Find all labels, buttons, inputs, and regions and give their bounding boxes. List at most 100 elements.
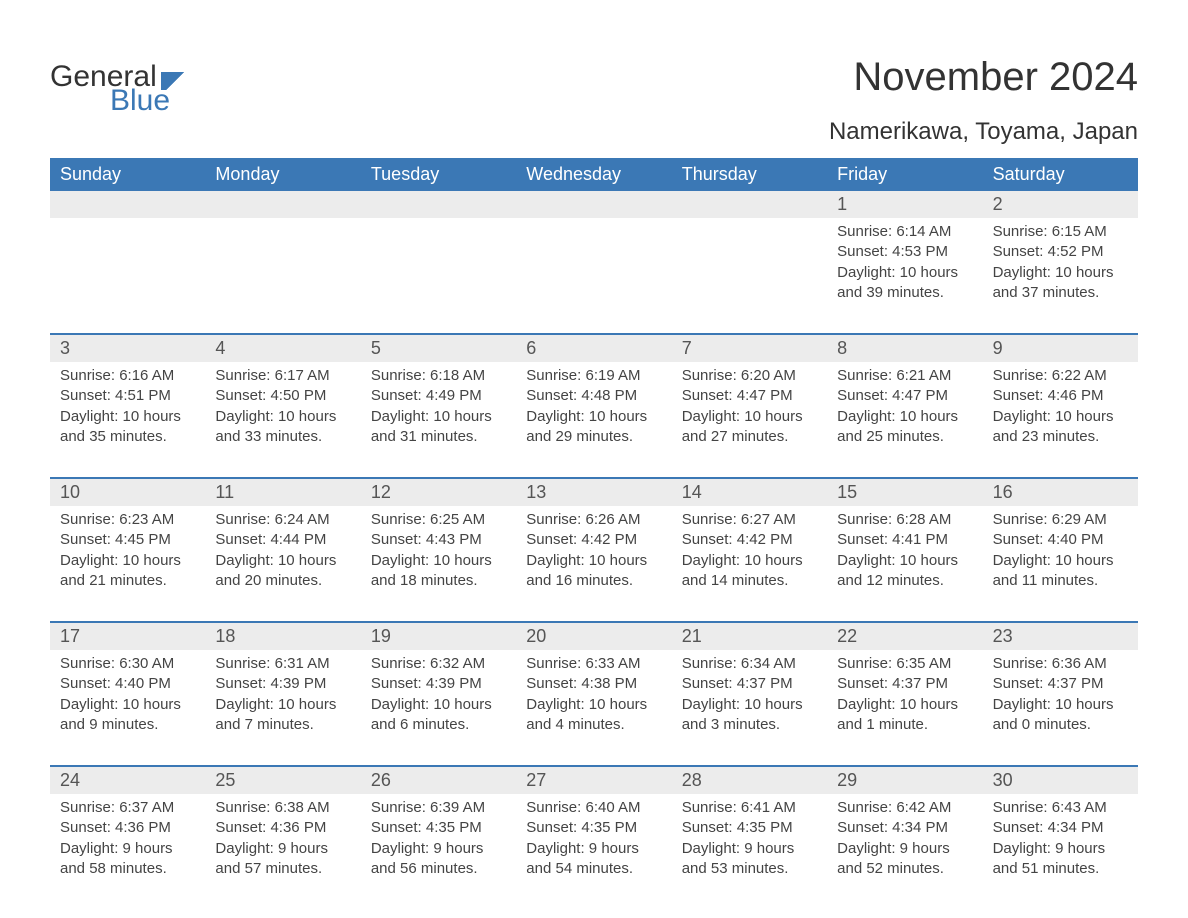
day-detail-line: Sunrise: 6:20 AM [682,366,817,386]
day-number: 19 [361,623,516,650]
day-detail-line: and 20 minutes. [215,571,350,591]
day-detail-line: Sunrise: 6:31 AM [215,654,350,674]
day-detail-line: and 39 minutes. [837,283,972,303]
day-detail-line: Daylight: 10 hours [526,695,661,715]
day-detail-line: Daylight: 10 hours [682,695,817,715]
day-detail-line: Sunrise: 6:14 AM [837,222,972,242]
day-body-row: Sunrise: 6:37 AM Sunset: 4:36 PM Daylight:… [50,794,1138,909]
weekday-monday: Monday [205,158,360,191]
day-detail-line: Sunset: 4:53 PM [837,242,972,262]
day-body: Sunrise: 6:29 AMSunset: 4:40 PMDaylight:… [983,506,1138,621]
day-body [361,218,516,333]
day-number: 6 [516,335,671,362]
day-number: 11 [205,479,360,506]
day-number: 7 [672,335,827,362]
day-number-row: 10111213141516 [50,477,1138,506]
day-number: 28 [672,767,827,794]
day-detail-line: Sunset: 4:49 PM [371,386,506,406]
day-detail-line: Daylight: 9 hours [526,839,661,859]
day-detail-line: and 4 minutes. [526,715,661,735]
day-detail-line: Sunrise: 6:38 AM [215,798,350,818]
week-block: 12Sunrise: 6:14 AMSunset: 4:53 PMDayligh… [50,191,1138,333]
day-detail-line: Daylight: 10 hours [60,551,195,571]
day-detail-line: and 1 minute. [837,715,972,735]
day-detail-line: Daylight: 10 hours [837,695,972,715]
day-detail-line: and 3 minutes. [682,715,817,735]
day-body [50,218,205,333]
day-body: Sunrise: 6:19 AMSunset: 4:48 PMDaylight:… [516,362,671,477]
day-detail-line: Daylight: 9 hours [993,839,1128,859]
day-detail-line: and 33 minutes. [215,427,350,447]
day-body: Sunrise: 6:35 AMSunset: 4:37 PMDaylight:… [827,650,982,765]
day-number [516,191,671,218]
day-detail-line: and 29 minutes. [526,427,661,447]
day-number: 14 [672,479,827,506]
calendar: Sunday Monday Tuesday Wednesday Thursday… [50,158,1138,909]
day-detail-line: Daylight: 10 hours [682,551,817,571]
day-detail-line: Sunset: 4:46 PM [993,386,1128,406]
day-detail-line: Sunrise: 6:37 AM [60,798,195,818]
day-number: 4 [205,335,360,362]
day-detail-line: Sunset: 4:34 PM [837,818,972,838]
day-body: Sunrise: 6:22 AMSunset: 4:46 PMDaylight:… [983,362,1138,477]
day-detail-line: and 53 minutes. [682,859,817,879]
day-detail-line: Sunset: 4:42 PM [526,530,661,550]
day-detail-line: and 18 minutes. [371,571,506,591]
day-detail-line: Sunrise: 6:25 AM [371,510,506,530]
day-number: 25 [205,767,360,794]
weekday-header-row: Sunday Monday Tuesday Wednesday Thursday… [50,158,1138,191]
day-number-row: 12 [50,191,1138,218]
day-detail-line: Sunset: 4:37 PM [993,674,1128,694]
day-number-row: 24252627282930 [50,765,1138,794]
day-detail-line: and 54 minutes. [526,859,661,879]
day-detail-line: Daylight: 10 hours [60,695,195,715]
day-body-row: Sunrise: 6:16 AMSunset: 4:51 PMDaylight:… [50,362,1138,477]
day-detail-line: Sunrise: 6:19 AM [526,366,661,386]
day-detail-line: Sunset: 4:36 PM [215,818,350,838]
day-detail-line: Daylight: 10 hours [837,263,972,283]
day-detail-line: Sunrise: 6:36 AM [993,654,1128,674]
day-detail-line: Sunset: 4:39 PM [371,674,506,694]
day-body: Sunrise: 6:14 AMSunset: 4:53 PMDaylight:… [827,218,982,333]
day-body [516,218,671,333]
day-detail-line: and 27 minutes. [682,427,817,447]
day-number: 29 [827,767,982,794]
day-number: 18 [205,623,360,650]
weekday-wednesday: Wednesday [516,158,671,191]
day-detail-line: Sunset: 4:37 PM [837,674,972,694]
day-detail-line: and 52 minutes. [837,859,972,879]
day-detail-line: Daylight: 10 hours [682,407,817,427]
day-detail-line: and 57 minutes. [215,859,350,879]
day-detail-line: and 58 minutes. [60,859,195,879]
day-number: 2 [983,191,1138,218]
day-detail-line: and 12 minutes. [837,571,972,591]
day-detail-line: Sunset: 4:50 PM [215,386,350,406]
day-body: Sunrise: 6:40 AMSunset: 4:35 PMDaylight:… [516,794,671,909]
day-body: Sunrise: 6:28 AMSunset: 4:41 PMDaylight:… [827,506,982,621]
day-number: 3 [50,335,205,362]
day-detail-line: Daylight: 10 hours [993,407,1128,427]
day-detail-line: Sunset: 4:44 PM [215,530,350,550]
day-body-row: Sunrise: 6:14 AMSunset: 4:53 PMDaylight:… [50,218,1138,333]
day-detail-line: Sunrise: 6:26 AM [526,510,661,530]
day-body [672,218,827,333]
day-detail-line: Sunrise: 6:43 AM [993,798,1128,818]
day-detail-line: and 21 minutes. [60,571,195,591]
day-detail-line: Daylight: 10 hours [215,551,350,571]
day-detail-line: Sunrise: 6:35 AM [837,654,972,674]
day-body: Sunrise: 6:25 AMSunset: 4:43 PMDaylight:… [361,506,516,621]
day-body: Sunrise: 6:41 AMSunset: 4:35 PMDaylight:… [672,794,827,909]
day-body: Sunrise: 6:17 AMSunset: 4:50 PMDaylight:… [205,362,360,477]
day-number [361,191,516,218]
day-detail-line: Sunset: 4:35 PM [682,818,817,838]
weekday-saturday: Saturday [983,158,1138,191]
day-detail-line: and 6 minutes. [371,715,506,735]
day-body: Sunrise: 6:30 AMSunset: 4:40 PMDaylight:… [50,650,205,765]
day-detail-line: and 37 minutes. [993,283,1128,303]
day-detail-line: Sunset: 4:34 PM [993,818,1128,838]
day-detail-line: Daylight: 10 hours [371,695,506,715]
day-detail-line: Daylight: 9 hours [371,839,506,859]
day-detail-line: Sunrise: 6:41 AM [682,798,817,818]
day-body: Sunrise: 6:42 AMSunset: 4:34 PMDaylight:… [827,794,982,909]
day-number: 1 [827,191,982,218]
